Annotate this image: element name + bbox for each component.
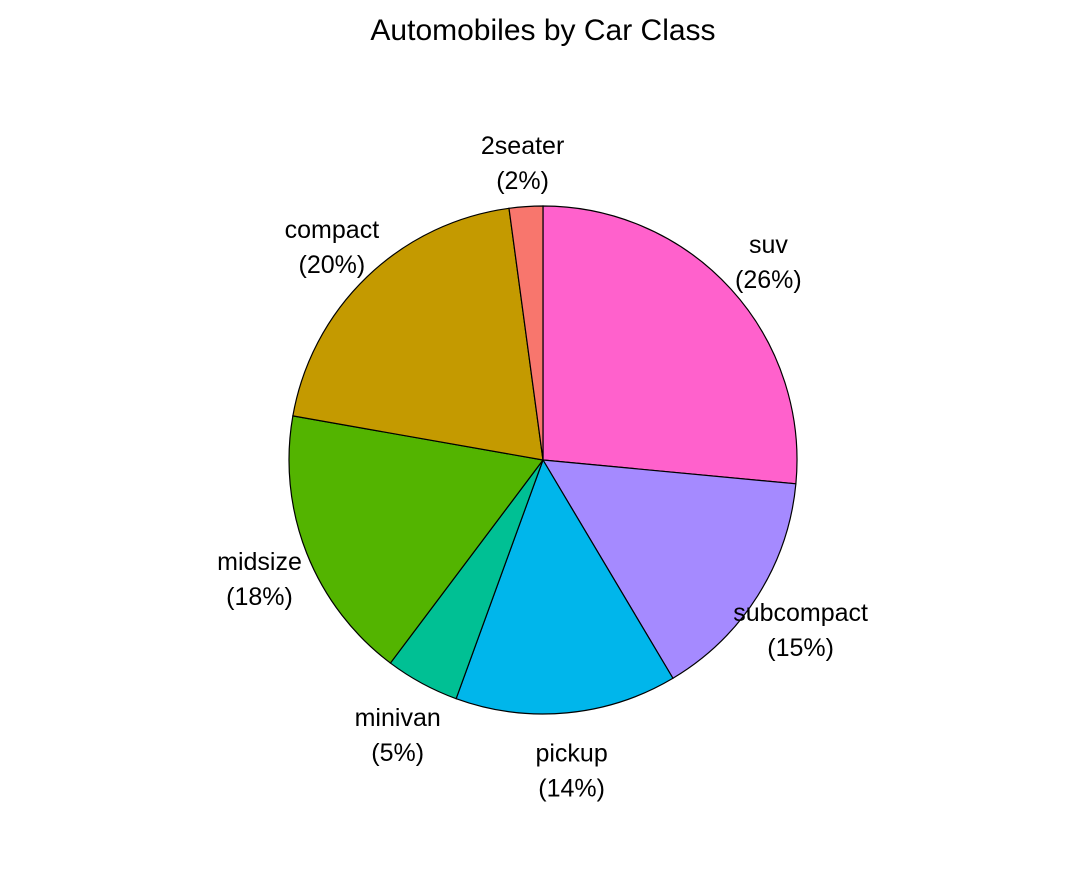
slice-label-suv: suv <box>749 231 788 259</box>
slice-label-midsize: midsize <box>217 548 302 576</box>
slice-percent-2seater: (2%) <box>496 167 549 195</box>
slice-label-pickup: pickup <box>535 740 607 768</box>
slice-label-subcompact: subcompact <box>733 599 868 627</box>
slice-label-compact: compact <box>285 216 380 244</box>
slice-percent-pickup: (14%) <box>538 775 605 803</box>
pie-labels: suv (26%) subcompact (15%) pickup (14%) miniva… <box>217 132 868 803</box>
pie-slice-subcompact <box>541 459 797 680</box>
pie-slice-2seater <box>508 205 544 461</box>
pie-slice-pickup <box>455 458 674 715</box>
pie-slice-midsize <box>288 415 545 664</box>
slice-label-minivan: minivan <box>355 704 441 732</box>
chart-title: Automobiles by Car Class <box>370 14 715 47</box>
pie-slice-compact <box>292 207 544 461</box>
slice-percent-subcompact: (15%) <box>767 634 834 662</box>
pie-slices <box>288 205 798 715</box>
slice-percent-suv: (26%) <box>735 266 802 294</box>
pie-slice-suv <box>542 205 798 485</box>
slice-percent-midsize: (18%) <box>226 583 293 611</box>
slice-percent-minivan: (5%) <box>371 739 424 767</box>
slice-label-2seater: 2seater <box>481 132 564 160</box>
slice-percent-compact: (20%) <box>299 251 366 279</box>
